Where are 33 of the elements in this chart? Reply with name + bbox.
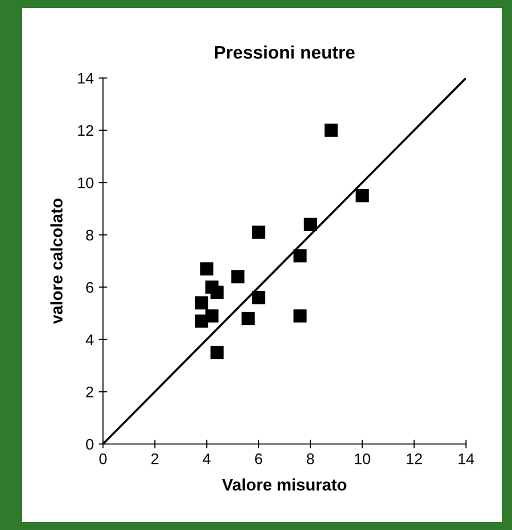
y-tick-label: 8 bbox=[86, 230, 94, 241]
point bbox=[194, 314, 208, 328]
point bbox=[200, 262, 214, 276]
x-tick-label: 0 bbox=[99, 453, 107, 464]
point bbox=[252, 226, 266, 239]
x-tick-label: 10 bbox=[354, 453, 370, 464]
x-tick-label: 12 bbox=[406, 453, 422, 464]
point bbox=[231, 270, 244, 284]
point bbox=[293, 309, 307, 322]
y-tick-label: 10 bbox=[78, 177, 94, 188]
point bbox=[210, 286, 224, 299]
y-tick-label: 6 bbox=[86, 282, 94, 293]
x-tick-label: 8 bbox=[306, 453, 314, 464]
point bbox=[304, 218, 318, 231]
point bbox=[242, 312, 255, 326]
point bbox=[356, 189, 369, 202]
x-tick-label: 14 bbox=[458, 454, 474, 464]
point bbox=[210, 346, 224, 360]
y-tick-label: 14 bbox=[78, 73, 94, 84]
point bbox=[252, 291, 266, 304]
y-tick-label: 2 bbox=[86, 386, 94, 398]
x-tick-label: 4 bbox=[202, 454, 211, 464]
y-tick-label: 12 bbox=[78, 125, 94, 136]
x-tick-label: 6 bbox=[255, 453, 262, 464]
x-axis-title: Valore misurato bbox=[222, 478, 346, 491]
y-tick-label: 0 bbox=[86, 438, 94, 450]
y-tick-label: 4 bbox=[86, 334, 94, 345]
x-tick-label: 2 bbox=[151, 453, 158, 464]
point bbox=[293, 249, 307, 262]
chart-title: Pressioni neutre bbox=[214, 45, 355, 59]
point bbox=[194, 296, 208, 310]
y-axis-title: valore calcolato bbox=[50, 198, 63, 324]
point bbox=[324, 124, 338, 137]
